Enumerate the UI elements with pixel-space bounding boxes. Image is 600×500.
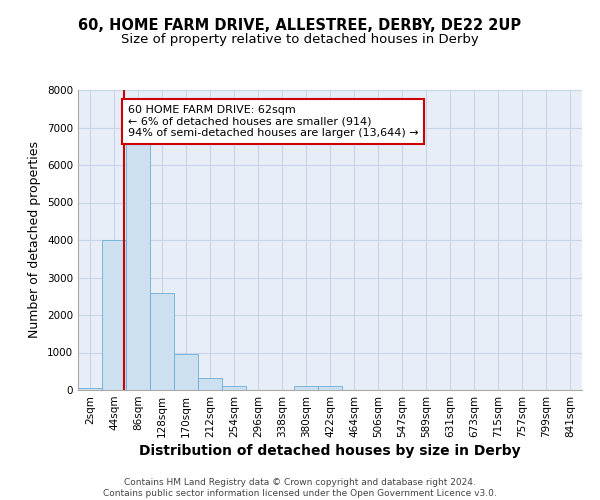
Bar xyxy=(174,354,198,390)
Bar xyxy=(318,386,342,390)
Text: 60 HOME FARM DRIVE: 62sqm
← 6% of detached houses are smaller (914)
94% of semi-: 60 HOME FARM DRIVE: 62sqm ← 6% of detach… xyxy=(128,105,419,138)
Text: 60, HOME FARM DRIVE, ALLESTREE, DERBY, DE22 2UP: 60, HOME FARM DRIVE, ALLESTREE, DERBY, D… xyxy=(79,18,521,32)
Bar xyxy=(150,292,174,390)
Bar xyxy=(198,378,222,390)
Bar xyxy=(78,388,102,390)
X-axis label: Distribution of detached houses by size in Derby: Distribution of detached houses by size … xyxy=(139,444,521,458)
Text: Contains HM Land Registry data © Crown copyright and database right 2024.
Contai: Contains HM Land Registry data © Crown c… xyxy=(103,478,497,498)
Y-axis label: Number of detached properties: Number of detached properties xyxy=(28,142,41,338)
Bar xyxy=(222,386,246,390)
Bar xyxy=(294,386,318,390)
Bar xyxy=(126,142,150,390)
Bar xyxy=(102,240,126,390)
Text: Size of property relative to detached houses in Derby: Size of property relative to detached ho… xyxy=(121,32,479,46)
